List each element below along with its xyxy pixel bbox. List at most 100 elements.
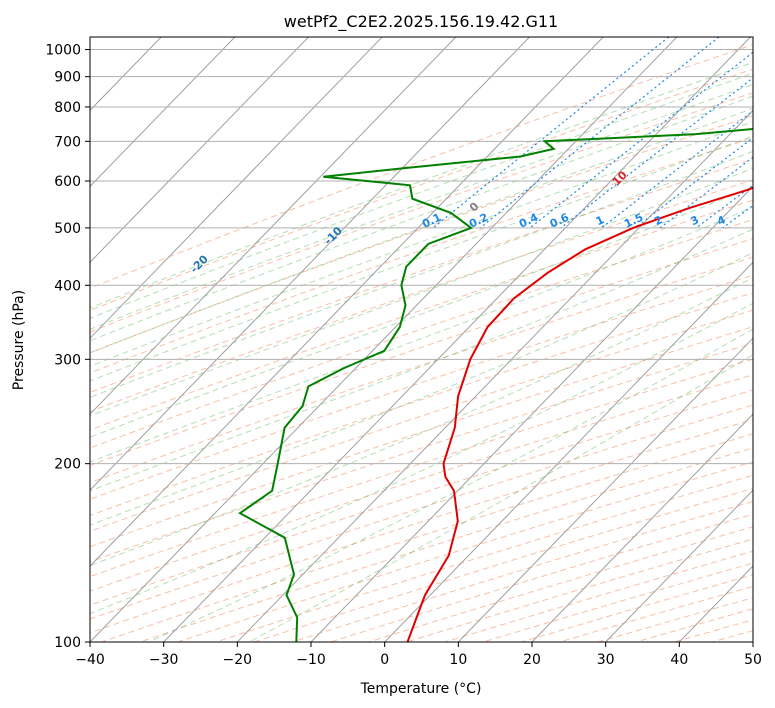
isotherm [310, 185, 753, 642]
moist-adiabat [90, 206, 753, 463]
dry-adiabat-label: 20 [767, 138, 775, 158]
moist-adiabat [90, 252, 753, 526]
moist-adiabat [90, 83, 753, 330]
y-tick-label: 800 [54, 100, 81, 116]
moist-adiabat [90, 302, 753, 615]
dry-adiabat [673, 619, 753, 642]
y-tick-label: 600 [54, 174, 81, 190]
moist-adiabat [90, 186, 753, 438]
dry-adiabat [444, 550, 753, 642]
y-tick-label: 1000 [45, 43, 81, 59]
moist-adiabat [148, 328, 753, 642]
dry-adiabat [90, 326, 753, 548]
dry-adiabat [90, 238, 753, 467]
moist-adiabat [90, 135, 753, 382]
isotherm [236, 109, 753, 642]
dry-adiabat [90, 115, 753, 354]
mixing-ratio-line [722, 204, 753, 229]
profiles [238, 128, 753, 642]
y-tick-label: 500 [54, 221, 81, 237]
isotherm [90, 37, 383, 339]
moist-adiabat [90, 277, 753, 567]
y-axis-ticks: 100 200 300 400 500 600 700 800 900 1000 [45, 43, 90, 651]
dry-adiabat [750, 640, 753, 642]
dry-adiabat [177, 461, 753, 642]
x-axis-label: Temperature (°C) [360, 681, 482, 697]
mixing-ratio-label: 4 [715, 213, 728, 228]
dewpoint-line [238, 128, 753, 642]
dry-adiabat [90, 68, 753, 311]
y-axis-label: Pressure (hPa) [11, 290, 27, 390]
isotherm [384, 261, 753, 642]
y-tick-label: 400 [54, 278, 81, 294]
x-tick-label: −10 [296, 652, 326, 668]
dry-adiabat [90, 389, 753, 606]
dry-adiabat-label: 10 [610, 168, 630, 188]
moist-adiabat [90, 167, 753, 417]
mixing-ratio-line [479, 37, 720, 229]
y-tick-label: 900 [54, 70, 81, 86]
dry-adiabat [597, 597, 753, 642]
mixing-ratio-label: 1 [594, 213, 606, 228]
dry-adiabat [90, 158, 753, 394]
dry-adiabat [90, 374, 753, 592]
dry-adiabat [90, 292, 753, 517]
isotherm [90, 37, 604, 567]
dry-adiabat [90, 199, 753, 431]
dry-adiabat [711, 630, 753, 642]
isotherm [90, 37, 530, 491]
temperature-line [406, 186, 753, 642]
moist-adiabat [90, 95, 753, 342]
grid-lines [90, 37, 753, 642]
x-tick-label: −40 [75, 652, 105, 668]
isotherm [457, 337, 753, 642]
x-tick-label: 50 [744, 652, 762, 668]
dry-adiabat [215, 474, 753, 642]
dry-adiabat [90, 274, 753, 500]
isotherm [90, 37, 236, 188]
dry-adiabat [90, 137, 753, 374]
dry-adiabat-label: -20 [188, 252, 211, 275]
moist-adiabat [90, 150, 753, 398]
y-tick-label: 700 [54, 134, 81, 150]
mixing-ratio-line [560, 77, 753, 229]
mixing-ratio-line [529, 51, 753, 229]
dry-adiabat [90, 256, 753, 484]
dry-adiabat [90, 342, 753, 563]
x-axis-ticks: −40 −30 −20 −10 0 10 20 30 40 50 [75, 642, 762, 668]
isotherm [605, 489, 753, 642]
dry-adiabat [90, 179, 753, 413]
dry-adiabat [330, 513, 753, 642]
moist-adiabat [249, 354, 753, 642]
x-tick-label: 30 [597, 652, 615, 668]
dry-adiabat [482, 562, 753, 642]
isotherm [163, 37, 751, 642]
plot-frame [89, 36, 754, 643]
x-tick-label: −30 [149, 652, 179, 668]
plot-area: 0.10.20.40.611.52346810131620253036-100-… [90, 37, 775, 642]
dry-adiabat [90, 358, 753, 578]
y-tick-label: 300 [54, 352, 81, 368]
dry-adiabat [368, 526, 753, 642]
mixing-ratio-lines [432, 37, 775, 229]
isotherm [90, 37, 457, 415]
x-tick-label: 10 [449, 652, 467, 668]
mixing-ratio-label: 6 [754, 213, 767, 228]
moist-adiabat [90, 107, 753, 354]
moist-adiabat [90, 228, 753, 492]
moist-adiabat [90, 72, 753, 319]
mixing-ratio-line [762, 37, 775, 228]
moist-adiabat [90, 61, 753, 309]
x-tick-label: 20 [523, 652, 541, 668]
dry-adiabat [90, 309, 753, 532]
x-tick-label: 0 [380, 652, 389, 668]
isotherm [752, 641, 753, 642]
dry-adiabat [90, 44, 753, 289]
x-tick-label: 40 [670, 652, 688, 668]
x-tick-label: −20 [223, 652, 253, 668]
isotherm [90, 37, 309, 263]
chart-title: wetPf2_C2E2.2025.156.19.42.G11 [284, 12, 558, 32]
dry-adiabat [292, 500, 753, 642]
y-tick-label: 100 [54, 635, 81, 651]
